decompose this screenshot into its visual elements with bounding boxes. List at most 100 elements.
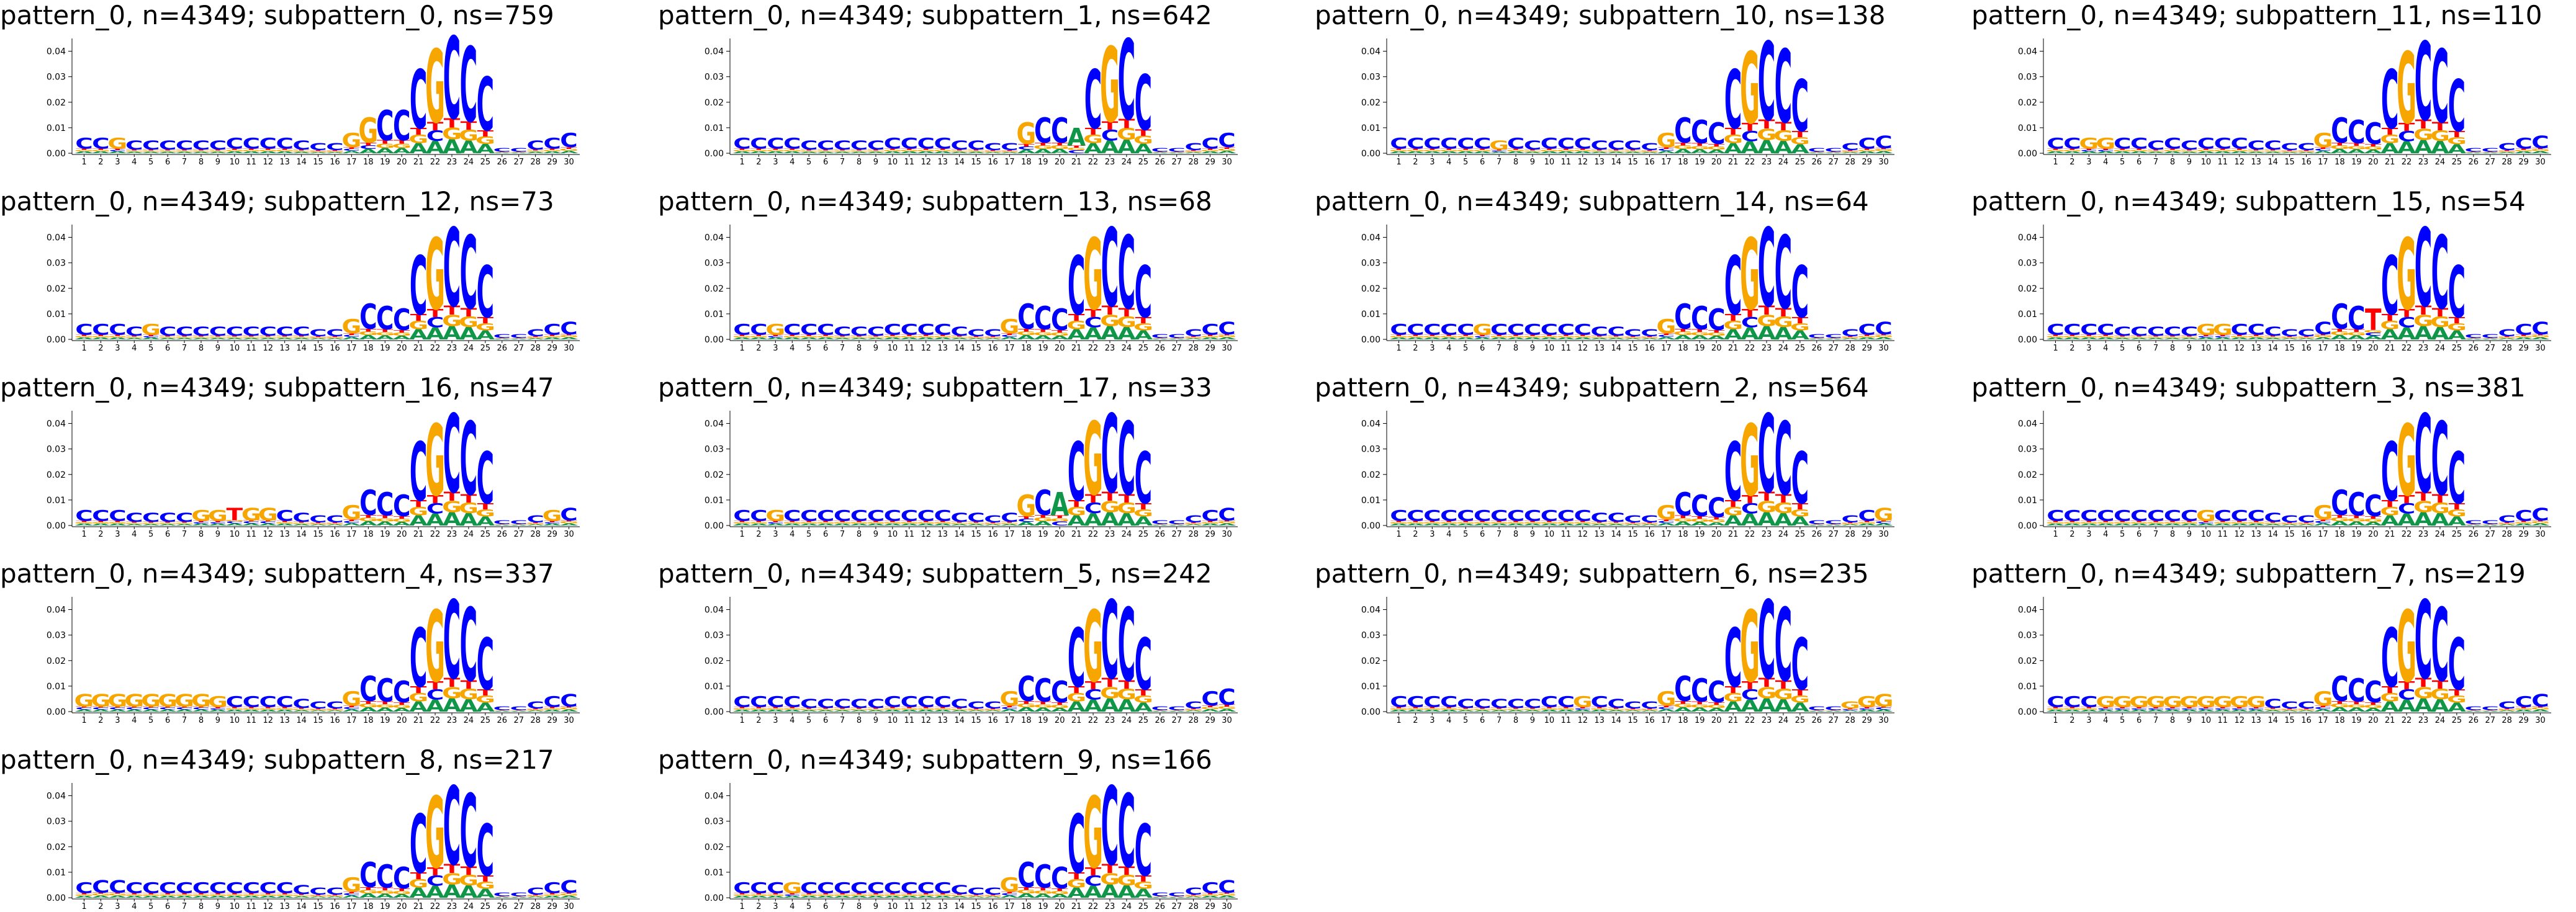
logo-letter-A: A <box>158 895 178 898</box>
logo-letter-G: G <box>883 150 903 152</box>
logo-letter-T: T <box>817 707 834 709</box>
x-tick-label: 8 <box>857 158 862 167</box>
x-tick-label: 10 <box>2201 716 2212 725</box>
x-tick-label: 4 <box>1446 716 1451 725</box>
logo-letter-G: G <box>999 522 1019 524</box>
logo-letter-A: A <box>1858 523 1877 526</box>
logo-letter-A: A <box>459 882 478 902</box>
x-tick-label: 2 <box>98 158 103 167</box>
y-tick-label: 0.00 <box>1361 335 1380 345</box>
logo-letter-G: G <box>459 499 479 516</box>
x-tick-label: 10 <box>888 902 898 911</box>
logo-letter-T: T <box>750 707 767 709</box>
logo-letter-G: G <box>832 522 852 524</box>
logo-letter-A: A <box>1724 141 1743 156</box>
logo-letter-G: G <box>208 507 228 525</box>
logo-letter-G: G <box>2263 709 2283 710</box>
logo-letter-G: G <box>1723 319 1743 332</box>
logo-letter-C: C <box>259 880 276 897</box>
logo-letter-T: T <box>310 336 327 338</box>
x-tick-label: 29 <box>547 902 557 911</box>
x-tick-label: 18 <box>1021 158 1032 167</box>
x-tick-label: 11 <box>904 344 915 353</box>
logo-letter-G: G <box>124 522 144 524</box>
logo-letter-A: A <box>409 885 428 901</box>
logo-letter-T: T <box>410 498 426 509</box>
logo-letter-C: C <box>1151 519 1169 525</box>
logo-letter-A: A <box>2264 710 2283 712</box>
logo-letter-G: G <box>816 522 835 524</box>
logo-panel: pattern_0, n=4349; subpattern_12, ns=73 0… <box>0 186 639 372</box>
logo-letter-A: A <box>1017 148 1035 154</box>
x-tick-label: 26 <box>1812 530 1822 539</box>
logo-letter-G: G <box>999 688 1019 711</box>
logo-letter-T: T <box>461 679 477 692</box>
logo-letter-C: C <box>733 135 750 153</box>
logo-letter-A: A <box>2247 709 2266 712</box>
logo-letter-G: G <box>1523 522 1542 524</box>
logo-letter-G: G <box>1489 336 1509 338</box>
x-tick-label: 13 <box>2251 716 2261 725</box>
x-tick-label: 1 <box>2053 716 2058 725</box>
logo-letter-C: C <box>884 135 901 153</box>
logo-letter-A: A <box>276 895 295 898</box>
logo-letter-A: A <box>749 523 768 526</box>
x-tick-label: 21 <box>2385 344 2395 353</box>
logo-letter-G: G <box>1083 401 1103 518</box>
logo-letter-G: G <box>2397 32 2416 146</box>
logo-letter-T: T <box>817 521 834 522</box>
logo-letter-A: A <box>560 337 579 341</box>
logo-letter-C: C <box>526 700 544 711</box>
logo-letter-G: G <box>1506 150 1526 152</box>
logo-letter-T: T <box>427 679 444 692</box>
logo-letter-A: A <box>108 709 127 713</box>
logo-letter-C: C <box>984 328 1001 339</box>
y-tick-label: 0.03 <box>705 73 724 83</box>
x-tick-label: 21 <box>413 344 424 353</box>
x-tick-label: 14 <box>1611 158 1621 167</box>
x-tick-label: 28 <box>1845 344 1855 353</box>
logo-letter-T: T <box>1759 490 1775 504</box>
y-tick-label: 0.02 <box>2018 98 2037 108</box>
logo-letter-A: A <box>1607 524 1626 526</box>
logo-letter-A: A <box>1624 338 1643 340</box>
logo-letter-G: G <box>1389 708 1409 710</box>
x-tick-label: 15 <box>1628 530 1638 539</box>
logo-letter-G: G <box>1740 591 1760 705</box>
x-tick-label: 17 <box>1661 530 1672 539</box>
logo-letter-T: T <box>1574 334 1591 336</box>
x-tick-label: 16 <box>988 530 998 539</box>
panel-title: pattern_0, n=4349; subpattern_2, ns=564 <box>1315 372 1869 403</box>
logo-letter-C: C <box>1708 676 1725 710</box>
logo-letter-A: A <box>1423 337 1442 340</box>
logo-letter-C: C <box>1775 588 1792 704</box>
logo-letter-A: A <box>74 895 94 898</box>
logo-letter-C: C <box>783 321 801 339</box>
x-tick-label: 14 <box>2268 530 2278 539</box>
logo-letter-T: T <box>427 307 444 320</box>
logo-letter-C: C <box>359 298 377 338</box>
logo-letter-A: A <box>967 524 986 526</box>
x-tick-label: 30 <box>1878 530 1889 539</box>
x-tick-label: 15 <box>313 716 323 725</box>
logo-letter-A: A <box>950 151 970 154</box>
logo-letter-A: A <box>850 710 869 712</box>
logo-letter-C: C <box>917 694 934 711</box>
logo-letter-G: G <box>1405 708 1425 710</box>
logo-letter-G: G <box>1556 708 1576 710</box>
logo-letter-A: A <box>867 523 886 526</box>
x-tick-label: 22 <box>1088 158 1099 167</box>
logo-letter-C: C <box>510 705 527 711</box>
logo-letter-A: A <box>1624 151 1643 154</box>
logo-letter-T: T <box>1424 707 1441 709</box>
logo-letter-T: T <box>377 515 394 519</box>
logo-letter-G: G <box>1807 524 1827 525</box>
logo-letter-C: C <box>867 697 885 711</box>
logo-letter-A: A <box>1050 893 1069 899</box>
y-tick-label: 0.01 <box>2018 496 2037 506</box>
logo-letter-T: T <box>934 707 951 709</box>
logo-letter-T: T <box>461 865 477 878</box>
logo-letter-T: T <box>243 520 260 522</box>
logo-letter-C: C <box>393 490 410 524</box>
logo-letter-C: C <box>243 324 260 339</box>
